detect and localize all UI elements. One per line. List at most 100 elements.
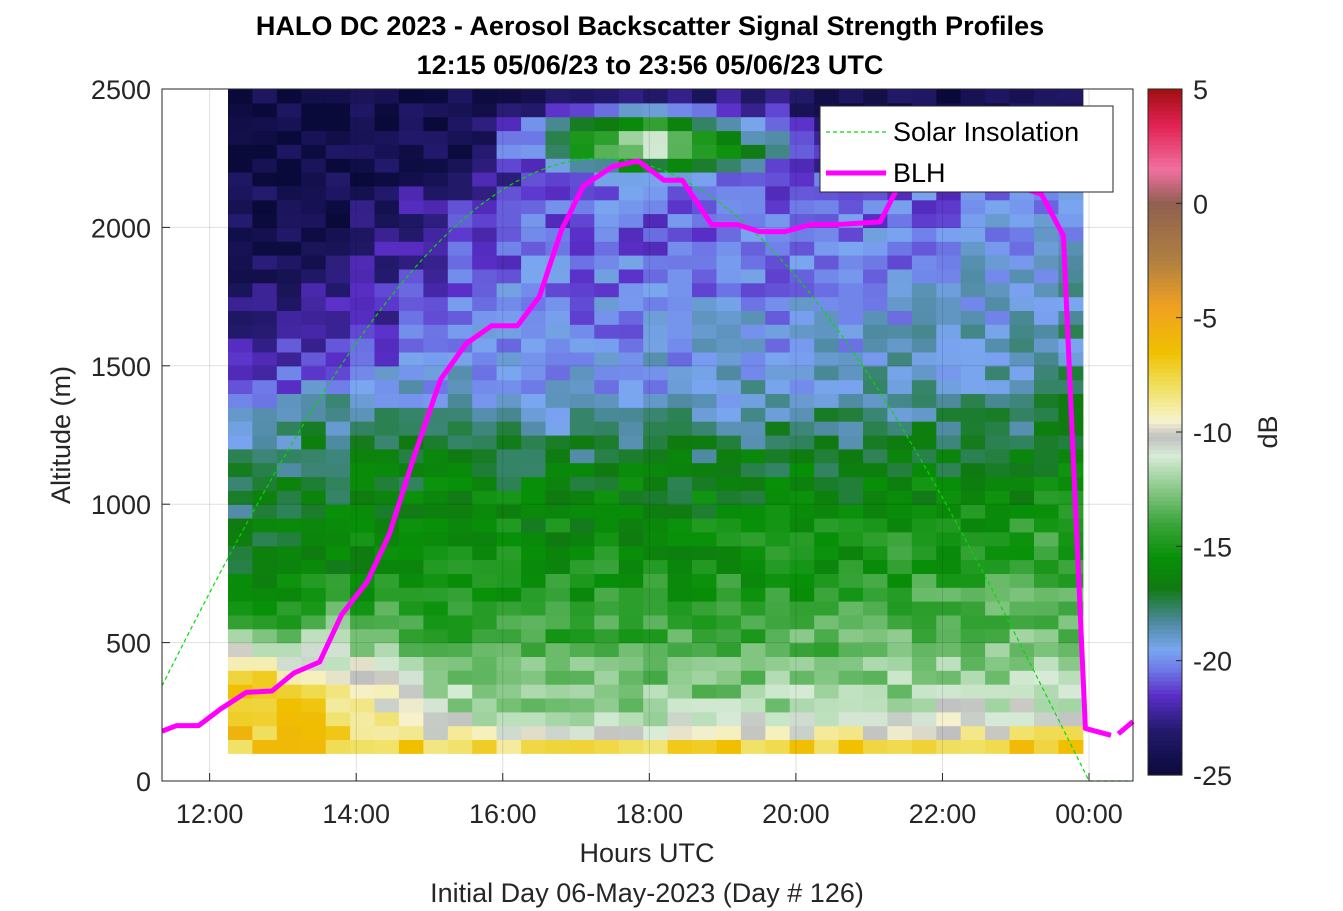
heatmap-cell xyxy=(814,711,840,727)
colorbar-segment xyxy=(1148,380,1182,386)
heatmap-cell xyxy=(789,656,815,671)
heatmap-cell xyxy=(765,185,791,201)
heatmap-cell xyxy=(521,116,547,132)
heatmap-cell xyxy=(618,435,644,450)
heatmap-cell xyxy=(325,296,351,311)
heatmap-cell xyxy=(521,338,547,353)
colorbar-segment xyxy=(1148,569,1182,575)
heatmap-cell xyxy=(325,338,351,353)
heatmap-cell xyxy=(398,531,424,547)
heatmap-cell xyxy=(252,227,278,242)
heatmap-cell xyxy=(350,725,376,740)
heatmap-cell xyxy=(1058,642,1084,657)
heatmap-cell xyxy=(374,739,400,754)
heatmap-cell xyxy=(887,725,913,740)
heatmap-cell xyxy=(521,102,547,118)
heatmap-cell xyxy=(569,227,595,242)
heatmap-cell xyxy=(911,642,937,657)
heatmap-cell xyxy=(594,462,620,478)
heatmap-cell xyxy=(814,199,840,215)
heatmap-cell xyxy=(496,338,522,353)
heatmap-cell xyxy=(545,559,571,574)
heatmap-cell xyxy=(472,185,498,201)
heatmap-cell xyxy=(228,435,253,450)
heatmap-cell xyxy=(863,518,888,533)
heatmap-cell xyxy=(521,462,547,478)
heatmap-cell xyxy=(789,587,815,602)
heatmap-cell xyxy=(325,282,351,298)
heatmap-cell xyxy=(374,559,400,574)
heatmap-cell xyxy=(423,670,449,685)
heatmap-cell xyxy=(789,352,815,367)
heatmap-cell xyxy=(594,144,620,159)
heatmap-cell xyxy=(692,158,717,173)
heatmap-cell xyxy=(545,158,571,173)
heatmap-cell xyxy=(472,379,498,394)
heatmap-cell xyxy=(740,324,766,339)
colorbar-segment xyxy=(1148,97,1182,103)
heatmap-cell xyxy=(521,393,547,408)
heatmap-cell xyxy=(667,435,693,450)
heatmap-cell xyxy=(838,268,864,284)
heatmap-cell xyxy=(545,102,571,118)
heatmap-cell xyxy=(301,365,327,381)
heatmap-cell xyxy=(789,144,815,159)
colorbar-segment xyxy=(1148,294,1182,300)
colorbar-segment xyxy=(1148,564,1182,570)
heatmap-cell xyxy=(765,255,791,270)
heatmap-cell xyxy=(496,102,522,118)
heatmap-cell xyxy=(325,421,351,436)
heatmap-cell xyxy=(423,601,449,616)
heatmap-cell xyxy=(374,199,400,215)
heatmap-cell xyxy=(1058,268,1084,284)
heatmap-cell xyxy=(325,587,351,602)
heatmap-cell xyxy=(643,421,669,436)
heatmap-cell xyxy=(960,531,986,547)
colorbar-segment xyxy=(1148,453,1182,459)
heatmap-cell xyxy=(276,365,302,381)
colorbar-segment xyxy=(1148,281,1182,287)
heatmap-cell xyxy=(618,102,644,118)
heatmap-cell xyxy=(911,462,937,478)
heatmap-cell xyxy=(423,130,449,145)
heatmap-cell xyxy=(472,476,498,491)
heatmap-cell xyxy=(765,725,791,740)
heatmap-cell xyxy=(667,130,693,145)
heatmap-cell xyxy=(545,518,571,533)
heatmap-cell xyxy=(228,102,253,118)
heatmap xyxy=(228,89,1084,754)
colorbar-segment xyxy=(1148,534,1182,540)
heatmap-cell xyxy=(1009,324,1035,339)
heatmap-cell xyxy=(1058,656,1084,671)
heatmap-cell xyxy=(594,185,620,201)
heatmap-cell xyxy=(496,614,522,630)
heatmap-cell xyxy=(472,241,498,256)
heatmap-cell xyxy=(276,185,302,201)
heatmap-cell xyxy=(985,407,1011,422)
heatmap-cell xyxy=(1034,518,1059,533)
colorbar-segment xyxy=(1148,114,1182,120)
heatmap-cell xyxy=(325,448,351,464)
heatmap-cell xyxy=(545,144,571,159)
heatmap-cell xyxy=(1034,421,1059,436)
heatmap-cell xyxy=(496,642,522,657)
heatmap-cell xyxy=(765,393,791,408)
heatmap-cell xyxy=(765,614,791,630)
heatmap-cell xyxy=(911,213,937,228)
heatmap-cell xyxy=(374,642,400,657)
heatmap-cell xyxy=(936,725,962,740)
heatmap-cell xyxy=(374,227,400,242)
heatmap-cell xyxy=(496,365,522,381)
heatmap-cell xyxy=(325,130,351,145)
heatmap-cell xyxy=(374,421,400,436)
heatmap-cell xyxy=(569,448,595,464)
heatmap-cell xyxy=(740,462,766,478)
heatmap-cell xyxy=(838,531,864,547)
heatmap-cell xyxy=(447,199,473,215)
heatmap-cell xyxy=(643,379,669,394)
heatmap-cell xyxy=(765,518,791,533)
heatmap-cell xyxy=(301,227,327,242)
heatmap-cell xyxy=(692,601,717,616)
heatmap-cell xyxy=(960,435,986,450)
